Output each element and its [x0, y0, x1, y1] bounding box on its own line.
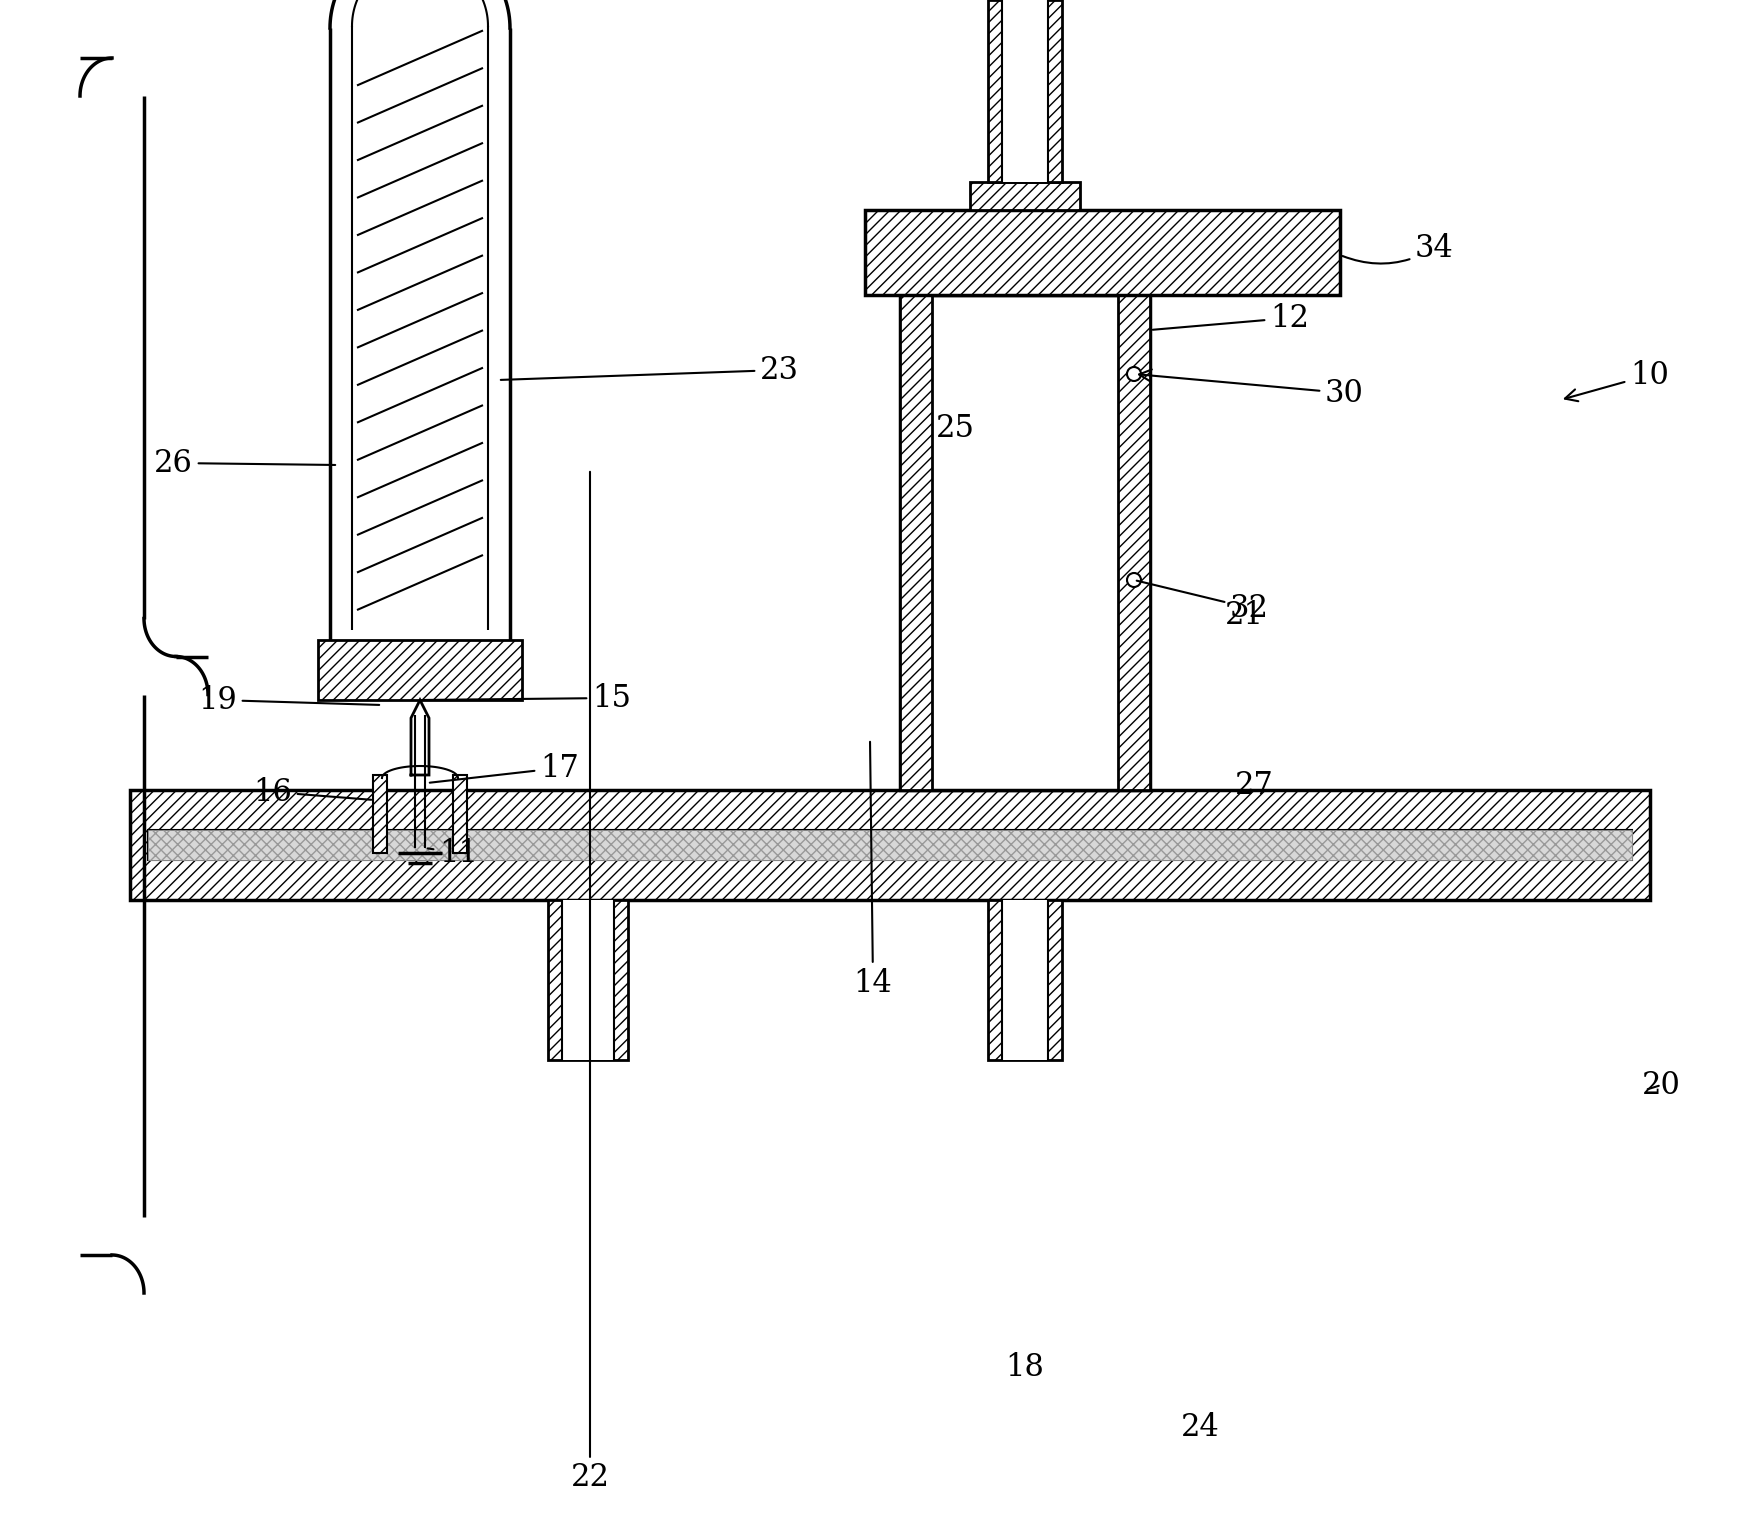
Circle shape [1127, 573, 1140, 587]
Text: 26: 26 [153, 448, 335, 479]
Bar [1002, 901, 1048, 1061]
Bar [453, 776, 467, 853]
Text: 16: 16 [252, 777, 370, 808]
Text: 12: 12 [1152, 302, 1309, 334]
Text: 30: 30 [1138, 369, 1364, 408]
Bar [900, 296, 1150, 789]
Text: 14: 14 [854, 742, 893, 998]
Bar [148, 829, 1632, 861]
Bar [561, 901, 614, 1061]
Bar [988, 901, 1062, 1061]
Circle shape [1127, 367, 1140, 381]
Text: 23: 23 [501, 355, 799, 386]
Bar [900, 296, 931, 789]
Text: 27: 27 [1235, 770, 1274, 800]
Bar [148, 829, 1632, 861]
Bar [372, 776, 386, 853]
Text: 34: 34 [1342, 233, 1454, 264]
Text: 22: 22 [570, 472, 609, 1494]
Text: 20: 20 [1641, 1070, 1679, 1100]
Bar [970, 181, 1080, 210]
Text: 18: 18 [1005, 1352, 1044, 1384]
Text: 32: 32 [1136, 581, 1268, 623]
Bar [988, 0, 1062, 181]
Bar [547, 901, 628, 1061]
Bar [131, 789, 1649, 901]
Text: 10: 10 [1565, 360, 1669, 401]
Bar [1117, 296, 1150, 789]
Text: 19: 19 [198, 684, 379, 715]
Bar [1002, 0, 1048, 181]
Text: 17: 17 [429, 753, 579, 783]
Bar [864, 210, 1339, 296]
Text: 11: 11 [427, 838, 478, 869]
Text: 21: 21 [1224, 599, 1263, 631]
Text: 25: 25 [935, 413, 974, 443]
Text: 24: 24 [1180, 1413, 1219, 1443]
Bar [318, 640, 522, 700]
Text: 15: 15 [423, 683, 632, 713]
